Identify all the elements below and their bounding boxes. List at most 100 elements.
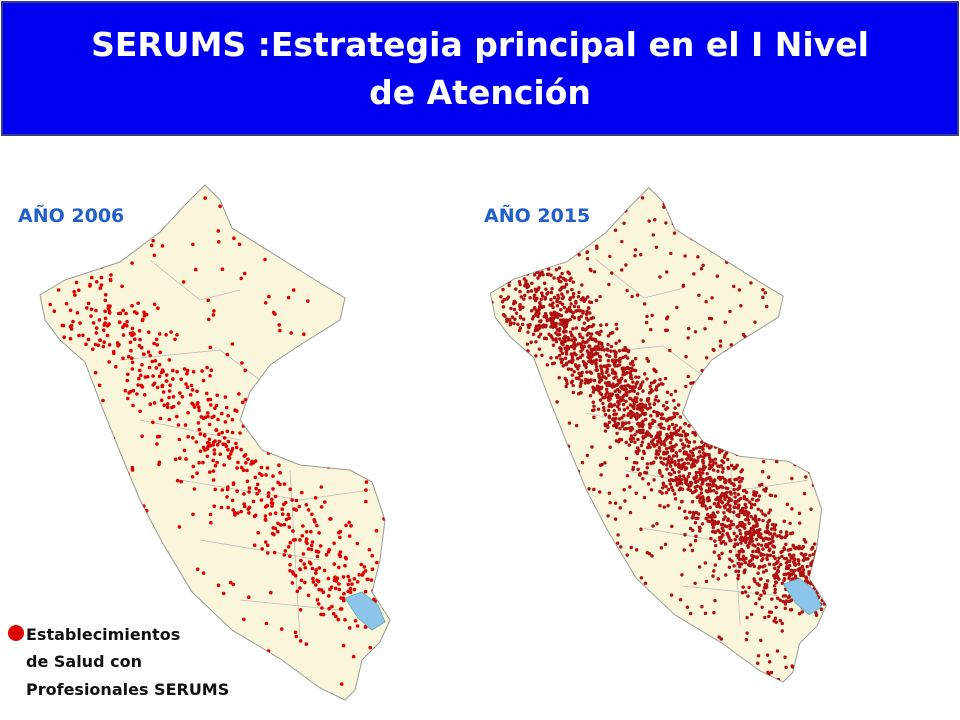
facility-dot — [77, 423, 81, 428]
facility-dot — [149, 243, 154, 248]
facility-dot — [152, 341, 156, 346]
facility-dot — [270, 504, 274, 508]
facility-dot — [697, 565, 702, 569]
facility-dot — [607, 398, 611, 402]
facility-dot — [539, 297, 543, 302]
facility-dot — [702, 409, 706, 414]
facility-dot — [775, 649, 780, 653]
facility-dot — [532, 296, 536, 300]
facility-dot — [256, 531, 261, 535]
facility-dot — [490, 379, 494, 383]
facility-dot — [581, 339, 585, 344]
facility-dot — [93, 370, 98, 375]
facility-dot — [217, 439, 222, 444]
facility-dot — [666, 459, 671, 463]
facility-dot — [281, 690, 286, 694]
facility-dot — [190, 388, 195, 392]
facility-dot — [600, 462, 604, 467]
facility-dot — [736, 573, 741, 578]
facility-dot — [748, 384, 753, 388]
facility-dot — [255, 492, 259, 496]
facility-dot — [766, 475, 771, 479]
facility-dot — [569, 302, 573, 306]
facility-dot — [96, 455, 100, 460]
facility-dot — [520, 356, 524, 361]
facility-dot — [666, 503, 670, 508]
facility-dot — [743, 502, 748, 507]
facility-dot — [666, 427, 671, 431]
facility-dot — [496, 271, 501, 276]
facility-dot — [819, 607, 824, 612]
facility-dot — [587, 331, 591, 336]
facility-dot — [503, 233, 507, 238]
facility-dot — [686, 475, 690, 479]
facility-dot — [501, 287, 505, 292]
facility-dot — [613, 644, 618, 648]
facility-dot — [374, 528, 379, 533]
facility-dot — [649, 488, 654, 492]
facility-dot — [756, 654, 761, 658]
facility-dot — [683, 254, 687, 258]
facility-dot — [554, 268, 559, 272]
facility-dot — [703, 327, 707, 331]
facility-dot — [367, 331, 371, 335]
facility-dot — [665, 400, 669, 405]
facility-dot — [623, 499, 627, 503]
facility-dot — [773, 556, 777, 561]
facility-dot — [107, 343, 112, 347]
facility-dot — [780, 554, 784, 559]
facility-dot — [761, 547, 765, 551]
facility-dot — [157, 332, 162, 336]
facility-dot — [799, 552, 804, 556]
facility-dot — [672, 470, 677, 475]
facility-dot — [698, 500, 703, 504]
facility-dot — [549, 333, 553, 338]
facility-dot — [738, 564, 742, 569]
facility-dot — [659, 425, 663, 430]
facility-dot — [577, 364, 581, 368]
facility-dot — [628, 403, 633, 407]
facility-dot — [768, 553, 773, 558]
facility-dot — [532, 293, 537, 297]
title-bar: SERUMS :Estrategia principal en el I Niv… — [1, 1, 959, 136]
facility-dot — [98, 338, 102, 342]
facility-dot — [235, 466, 239, 470]
facility-dot — [339, 682, 344, 686]
facility-dot — [816, 388, 820, 392]
facility-dot — [558, 346, 562, 350]
facility-dot — [500, 300, 505, 304]
facility-dot — [216, 417, 220, 422]
facility-dot — [175, 478, 180, 483]
facility-dot — [635, 430, 639, 434]
facility-dot — [560, 271, 564, 276]
facility-dot — [723, 515, 727, 519]
facility-dot — [646, 634, 650, 639]
facility-dot — [742, 362, 746, 367]
facility-dot — [490, 593, 493, 597]
facility-dot — [645, 377, 649, 381]
facility-dot — [765, 529, 770, 533]
facility-dot — [91, 347, 95, 352]
facility-dot — [702, 444, 706, 448]
facility-dot — [160, 384, 165, 389]
facility-dot — [532, 273, 537, 277]
facility-dot — [568, 636, 573, 641]
facility-dot — [211, 313, 216, 317]
facility-dot — [728, 523, 732, 528]
facility-dot — [696, 516, 700, 520]
facility-dot — [622, 221, 626, 226]
facility-dot — [631, 412, 636, 416]
facility-dot — [606, 645, 610, 650]
facility-dot — [767, 562, 772, 566]
facility-dot — [249, 462, 253, 466]
facility-dot — [555, 431, 559, 435]
facility-dot — [777, 266, 781, 270]
facility-dot — [690, 451, 695, 455]
facility-dot — [701, 447, 705, 452]
facility-dot — [567, 305, 572, 310]
facility-dot — [788, 521, 792, 526]
facility-dot — [651, 524, 655, 528]
facility-dot — [197, 460, 201, 465]
facility-dot — [635, 392, 640, 396]
facility-dot — [628, 385, 632, 390]
